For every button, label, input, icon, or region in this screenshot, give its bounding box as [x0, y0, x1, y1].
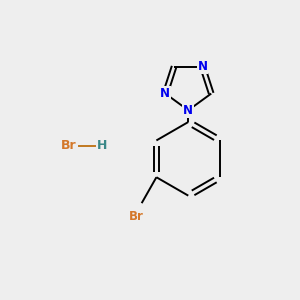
- Text: Br: Br: [61, 139, 76, 152]
- Text: N: N: [183, 104, 193, 117]
- Text: N: N: [197, 60, 208, 73]
- Text: Br: Br: [129, 210, 144, 223]
- Text: N: N: [160, 87, 170, 100]
- Text: H: H: [97, 139, 107, 152]
